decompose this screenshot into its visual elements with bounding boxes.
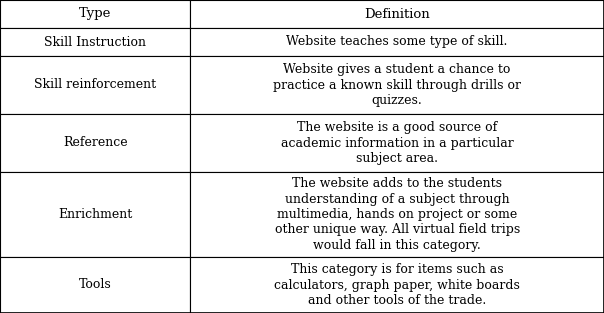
Bar [190,56,604,114]
Text: Tools: Tools [79,279,112,291]
Text: Skill reinforcement: Skill reinforcement [34,79,156,91]
Bar [190,172,604,257]
Bar [0,28,190,56]
Bar [190,257,604,313]
Text: Reference: Reference [63,136,127,150]
Text: The website is a good source of
academic information in a particular
subject are: The website is a good source of academic… [281,121,513,165]
Bar [0,257,190,313]
Text: Enrichment: Enrichment [58,208,132,221]
Text: Website gives a student a chance to
practice a known skill through drills or
qui: Website gives a student a chance to prac… [273,63,521,107]
Text: Website teaches some type of skill.: Website teaches some type of skill. [286,35,508,49]
Text: Definition: Definition [364,8,430,20]
Text: Type: Type [79,8,111,20]
Bar [0,114,190,172]
Text: Skill Instruction: Skill Instruction [44,35,146,49]
Bar [190,28,604,56]
Bar [190,0,604,28]
Text: The website adds to the students
understanding of a subject through
multimedia, : The website adds to the students underst… [274,177,520,252]
Text: This category is for items such as
calculators, graph paper, white boards
and ot: This category is for items such as calcu… [274,263,520,307]
Bar [0,172,190,257]
Bar [0,56,190,114]
Bar [0,0,190,28]
Bar [190,114,604,172]
